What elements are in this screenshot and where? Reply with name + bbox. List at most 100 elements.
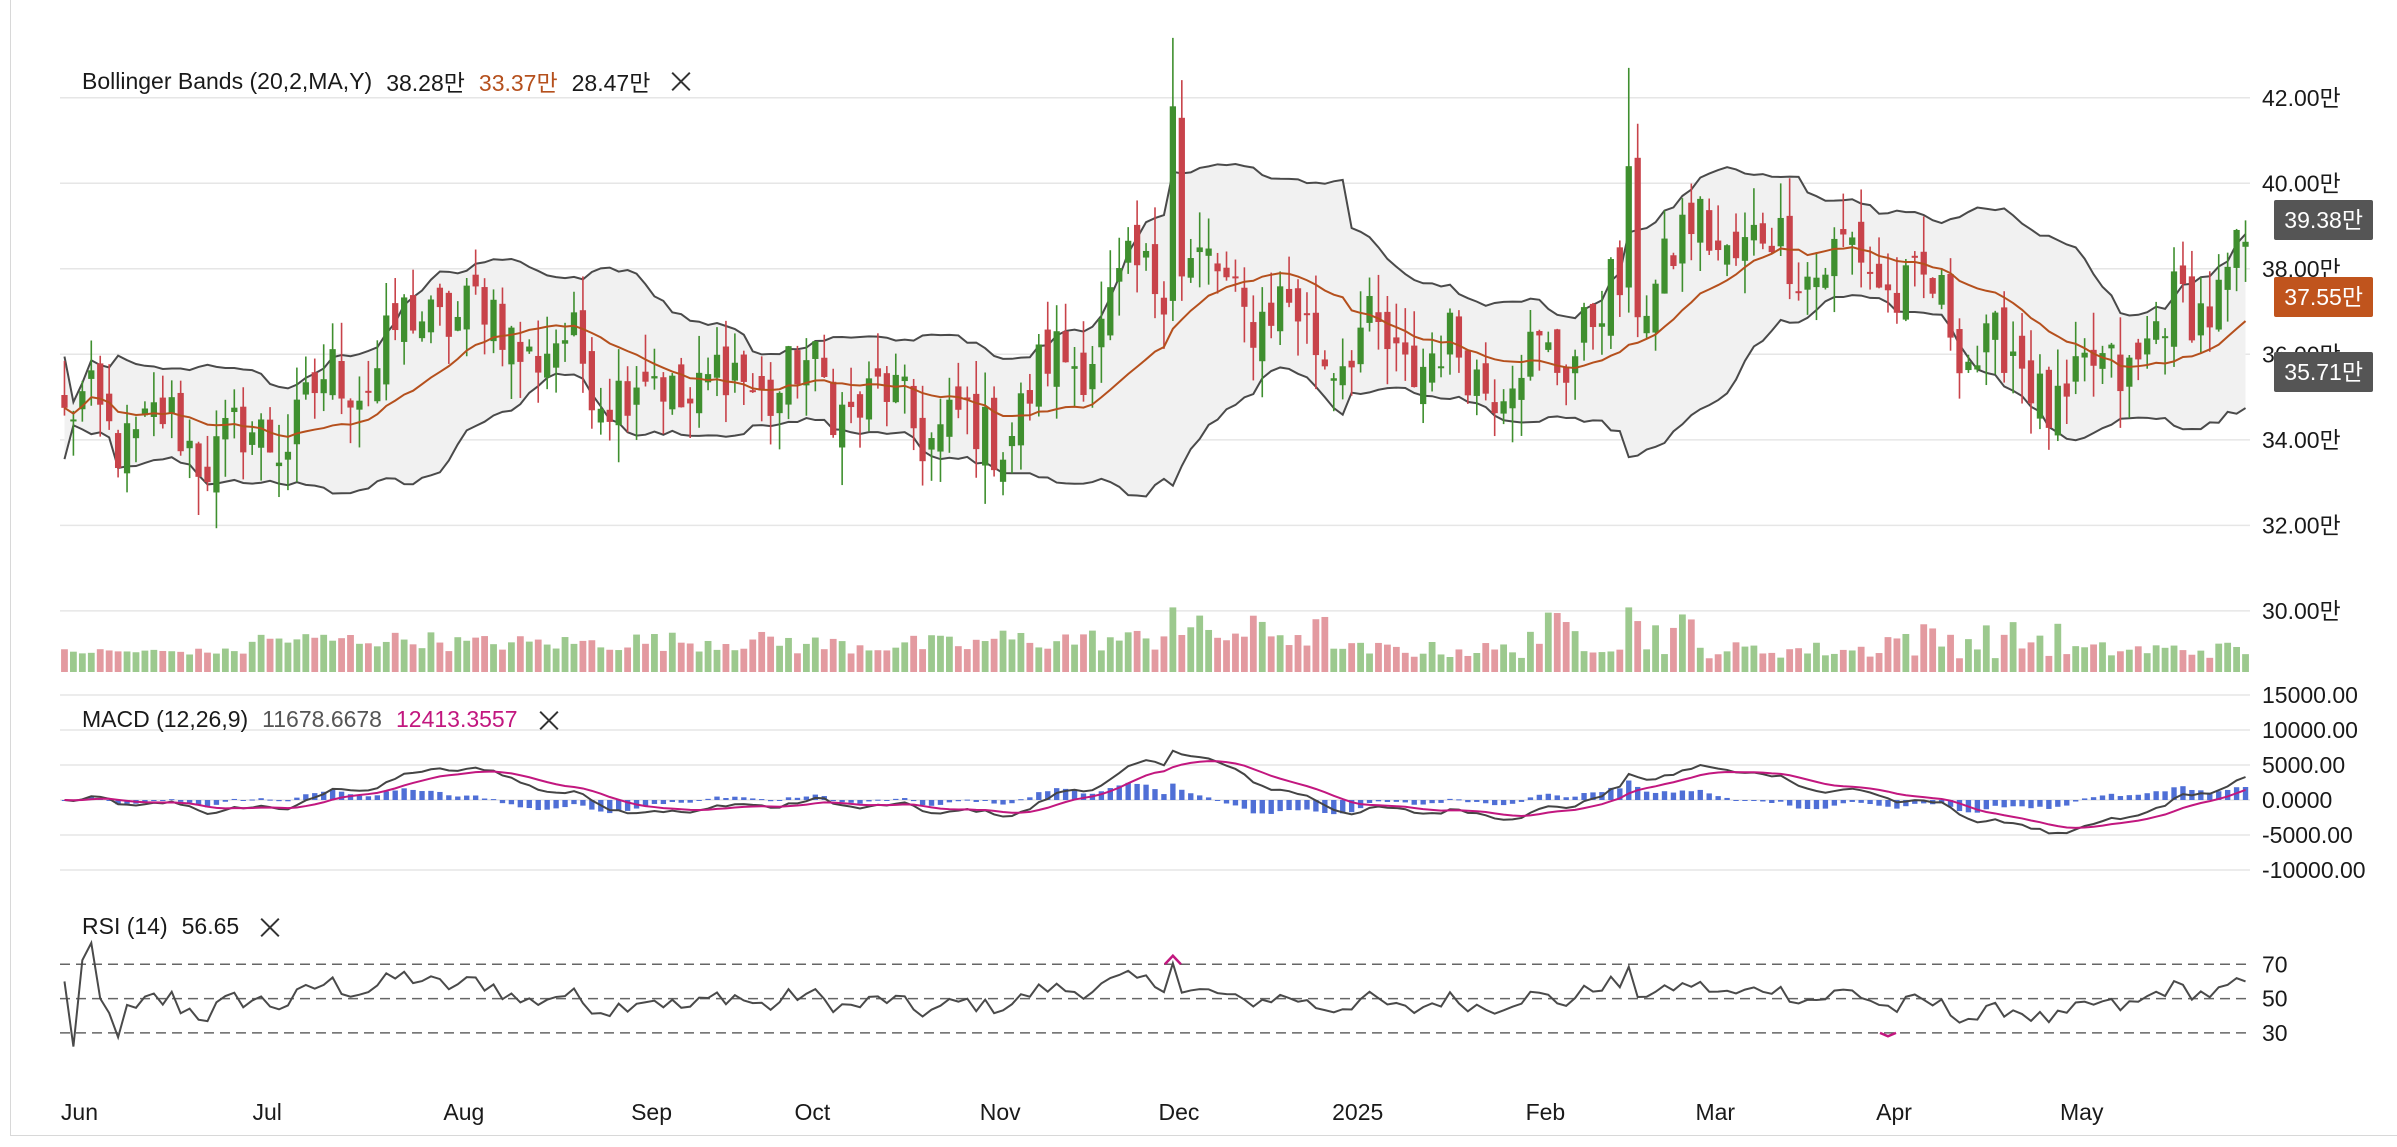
candle-body <box>2090 349 2097 366</box>
volume-bar <box>1455 649 1463 672</box>
macd-histogram-bar <box>1688 791 1695 800</box>
candle-body <box>141 408 149 416</box>
volume-bar <box>749 639 757 672</box>
volume-bar <box>1750 645 1758 672</box>
candle-body <box>266 419 274 453</box>
candle-body <box>1893 292 1901 313</box>
volume-bar <box>811 637 819 672</box>
macd-signal-line <box>64 760 2246 829</box>
macd-histogram-bar <box>1947 800 1954 807</box>
macd-histogram-bar <box>2171 787 2177 800</box>
volume-bar <box>1384 644 1391 672</box>
volume-bar <box>1741 646 1749 672</box>
macd-histogram-bar <box>750 798 756 800</box>
volume-bar <box>2242 654 2249 672</box>
volume-bar <box>722 644 730 672</box>
macd-histogram-bar <box>1125 782 1131 800</box>
volume-bar <box>1607 651 1615 672</box>
volume-bar <box>2125 649 2133 672</box>
volume-bar <box>213 653 220 672</box>
price-tick-label: 30.00만 <box>2262 598 2341 624</box>
volume-bar <box>1804 653 1811 672</box>
candle-body <box>570 312 578 336</box>
volume-bar <box>1178 634 1186 672</box>
macd-histogram-bar <box>285 800 291 802</box>
volume-bar <box>409 644 417 672</box>
macd-histogram-bar <box>499 800 506 804</box>
x-tick-label: Aug <box>443 1099 484 1125</box>
macd-histogram-bar <box>2090 797 2097 800</box>
volume-bar <box>2188 654 2196 672</box>
macd-histogram-bar <box>919 800 926 806</box>
macd-histogram-bar <box>1518 800 1525 802</box>
volume-bar <box>2009 622 2017 672</box>
volume-bar <box>928 635 935 672</box>
candle-body <box>1446 312 1454 355</box>
volume-bar <box>1661 654 1668 672</box>
volume-bar <box>248 641 256 672</box>
macd-tick-label: 5000.00 <box>2262 752 2345 778</box>
candle-body <box>1187 258 1194 278</box>
candle-body <box>785 346 792 405</box>
candle-body <box>1455 316 1463 358</box>
volume-bar <box>963 649 971 672</box>
macd-histogram-bar <box>2242 787 2249 800</box>
volume-bar <box>508 642 515 672</box>
candle-body <box>1938 275 1945 305</box>
candle-body <box>1697 198 1704 243</box>
candle-body <box>1348 360 1355 368</box>
volume-bar <box>2054 623 2062 672</box>
volume-bar <box>704 640 712 672</box>
close-icon[interactable] <box>257 914 283 940</box>
macd-histogram-bar <box>1268 800 1274 814</box>
macd-histogram-bar <box>1304 800 1310 810</box>
candle-body <box>704 374 712 383</box>
volume-bar <box>1965 639 1972 672</box>
macd-histogram-bar <box>1197 795 1203 800</box>
volume-bar <box>2072 646 2080 672</box>
macd-histogram-bar <box>115 800 121 805</box>
macd-histogram-bar <box>329 789 336 800</box>
volume-bar <box>1321 616 1329 672</box>
macd-histogram-bar <box>276 800 282 802</box>
macd-histogram-bar <box>1420 800 1426 805</box>
candle-body <box>275 462 283 467</box>
volume-bar <box>1473 652 1481 672</box>
candle-body <box>436 287 444 308</box>
candle-body <box>1625 166 1632 288</box>
candle-body <box>803 360 810 386</box>
candle-body <box>1080 352 1087 396</box>
candle-body <box>195 443 202 477</box>
volume-bar <box>481 636 488 672</box>
bollinger-middle-value: 33.37만 <box>478 70 558 96</box>
volume-bar <box>1482 643 1490 672</box>
close-icon[interactable] <box>536 707 562 733</box>
close-icon[interactable] <box>668 68 694 94</box>
candle-body <box>1071 366 1078 369</box>
candle-body <box>1151 244 1159 295</box>
volume-bar <box>418 648 426 672</box>
middle-band-price-badge: 37.55만 <box>2274 277 2373 317</box>
volume-bar <box>311 637 319 672</box>
macd-histogram-bar <box>338 791 345 800</box>
volume-bar <box>266 638 274 672</box>
candle-body <box>2215 279 2222 330</box>
volume-bar <box>1312 619 1320 672</box>
macd-histogram-bar <box>910 800 917 802</box>
bollinger-legend: Bollinger Bands (20,2,MA,Y) 38.28만 33.37… <box>82 64 694 98</box>
volume-bar <box>275 638 283 672</box>
macd-histogram-bar <box>1500 800 1507 806</box>
volume-bar <box>1866 656 1874 672</box>
volume-bar <box>159 650 167 672</box>
candle-body <box>222 417 229 440</box>
volume-bar <box>1920 624 1928 672</box>
macd-histogram-bar <box>1098 791 1105 800</box>
candle-body <box>445 292 452 337</box>
macd-histogram-bar <box>562 800 568 808</box>
volume-bar <box>633 634 640 672</box>
macd-histogram-bar <box>1608 787 1614 800</box>
macd-histogram-bar <box>1643 791 1650 800</box>
macd-histogram-bar <box>1652 792 1659 800</box>
lower-band-price-badge: 35.71만 <box>2274 352 2373 392</box>
macd-histogram-bar <box>1232 800 1239 806</box>
